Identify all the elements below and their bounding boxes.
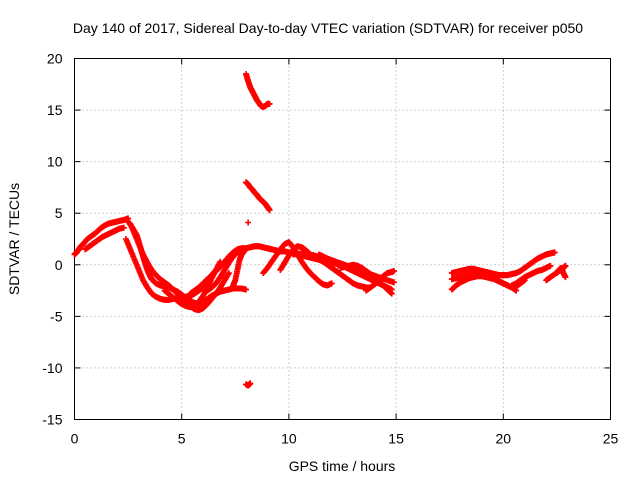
data-point <box>243 246 250 253</box>
data-point <box>562 274 569 281</box>
series-arc-k <box>243 179 273 214</box>
y-tick-label: 0 <box>55 257 63 273</box>
x-axis-tick-labels: 0 5 10 15 20 25 <box>71 431 619 447</box>
series-arc-h <box>204 247 245 294</box>
y-tick-label: 15 <box>47 102 63 118</box>
data-point <box>551 249 558 256</box>
y-tick-label: -15 <box>42 412 62 428</box>
series-spot-a <box>245 219 252 226</box>
data-point <box>328 280 335 287</box>
x-tick-label: 15 <box>388 431 404 447</box>
data-point <box>266 207 273 214</box>
data-point <box>390 279 397 286</box>
data-point <box>388 290 395 297</box>
data-point <box>390 267 397 274</box>
series-arc-i <box>230 246 250 289</box>
x-tick-label: 20 <box>496 431 512 447</box>
y-axis-tick-labels: -15 -10 -5 0 5 10 15 20 <box>42 51 62 428</box>
chart-title: Day 140 of 2017, Sidereal Day-to-day VTE… <box>73 20 583 36</box>
y-tick-label: -5 <box>50 308 63 324</box>
data-point <box>562 262 569 269</box>
x-tick-label: 25 <box>603 431 619 447</box>
data-point <box>245 219 252 226</box>
y-tick-label: -10 <box>42 360 62 376</box>
data-point <box>266 100 273 107</box>
series-arc-e <box>127 220 232 314</box>
data-point <box>243 286 250 293</box>
data-point <box>225 270 232 277</box>
series-arc-m <box>260 239 335 289</box>
series-spot-b <box>243 380 254 389</box>
data-points <box>71 70 569 389</box>
y-tick-label: 10 <box>47 154 63 170</box>
series-arc-r <box>363 267 397 294</box>
data-point <box>247 380 254 387</box>
x-tick-label: 5 <box>178 431 186 447</box>
series-arc-v <box>508 262 554 289</box>
series-arc-x <box>553 264 569 281</box>
data-point <box>547 262 554 269</box>
y-tick-label: 20 <box>47 51 63 67</box>
x-tick-label: 0 <box>71 431 79 447</box>
series-arc-b <box>82 224 127 253</box>
axis-ticks <box>74 58 611 420</box>
x-axis-title: GPS time / hours <box>289 458 396 474</box>
series-arc-j <box>243 70 273 110</box>
y-tick-label: 5 <box>55 205 63 221</box>
data-point <box>513 287 520 294</box>
series-arc-s <box>448 249 558 279</box>
y-axis-title: SDTVAR / TECUs <box>6 183 22 295</box>
series-arc-a <box>71 215 132 258</box>
data-point <box>120 224 127 231</box>
plot-frame <box>74 58 611 420</box>
x-tick-label: 10 <box>281 431 297 447</box>
